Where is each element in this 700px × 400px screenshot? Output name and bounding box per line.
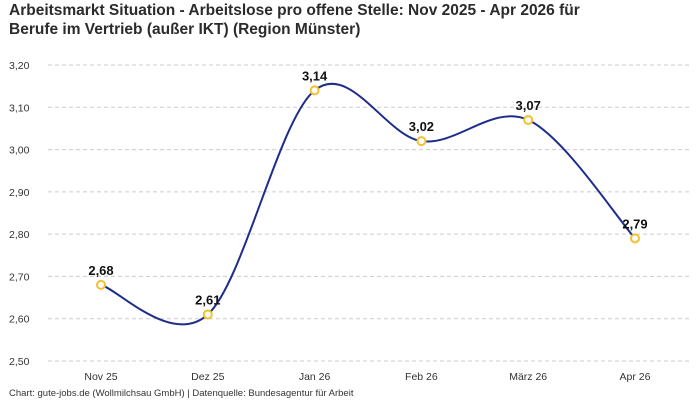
data-label: 2,68 [88,263,113,278]
series-line [100,82,636,326]
y-tick-label: 2,70 [9,271,30,283]
x-tick-label: Apr 26 [620,371,651,383]
data-label: 2,79 [622,216,647,231]
x-tick-label: März 26 [509,371,547,383]
data-point [96,279,106,290]
data-point [309,85,320,96]
data-point [630,233,640,244]
x-tick-label: Jan 26 [299,371,331,383]
chart-title-line-2: Berufe im Vertrieb (außer IKT) (Region M… [9,21,361,38]
data-label: 3,07 [516,98,541,113]
y-tick-label: 2,90 [9,187,30,199]
y-tick-label: 2,60 [9,314,30,326]
y-tick-label: 3,20 [9,60,30,72]
chart-title-line-1: Arbeitsmarkt Situation - Arbeitslose pro… [9,2,580,19]
y-tick-label: 2,80 [9,229,30,241]
y-tick-label: 3,10 [9,102,30,114]
data-label: 2,61 [195,292,220,307]
data-point [523,114,534,125]
data-label: 3,02 [409,119,434,134]
x-tick-label: Dez 25 [191,371,224,383]
x-tick-label: Feb 26 [405,371,438,383]
chart-source-footer: Chart: gute-jobs.de (Wollmilchsau GmbH) … [9,388,354,399]
y-tick-label: 3,00 [9,145,30,157]
chart-title: Arbeitsmarkt Situation - Arbeitslose pro… [9,1,689,39]
x-tick-label: Nov 25 [84,371,117,383]
data-point [416,136,427,147]
data-label: 3,14 [302,68,328,83]
data-point [202,309,213,320]
y-tick-label: 2,50 [9,356,30,368]
